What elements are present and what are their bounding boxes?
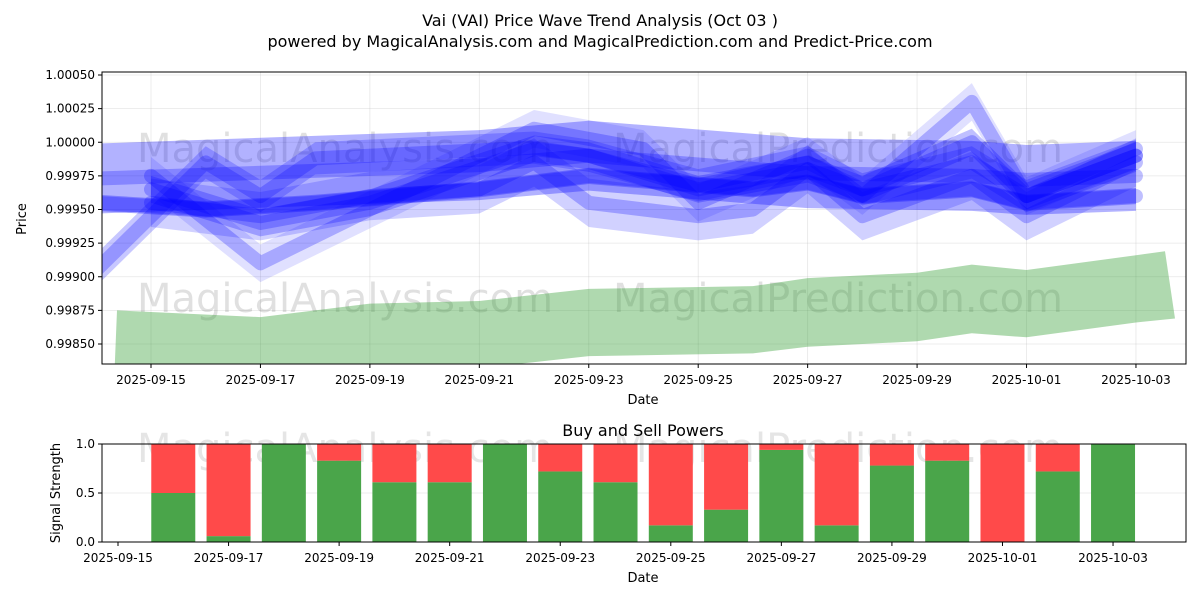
wave-band [151, 128, 1136, 237]
buy-bar [1091, 444, 1136, 542]
wave-band [102, 131, 1136, 281]
price-y-tick-label: 1.00000 [45, 135, 95, 149]
power-x-tick-label: 2025-09-21 [415, 551, 485, 565]
price-y-tick-label: 0.99925 [45, 236, 95, 250]
power-x-tick-label: 2025-09-29 [857, 551, 927, 565]
buy-bar [704, 509, 749, 542]
price-y-tick-label: 1.00050 [45, 68, 95, 82]
wave-band [151, 138, 1136, 241]
sell-bar [151, 444, 196, 493]
chart-title: Vai (VAI) Price Wave Trend Analysis (Oct… [422, 11, 778, 30]
sell-bar [206, 444, 251, 537]
power-x-tick-label: 2025-09-27 [746, 551, 816, 565]
price-plot: MagicalAnalysis.com MagicalPrediction.com… [45, 68, 1187, 387]
buy-bar [317, 460, 362, 542]
price-x-tick-label: 2025-10-03 [1101, 373, 1171, 387]
buy-bar [759, 449, 804, 542]
buy-bar [925, 460, 970, 542]
buy-bar [151, 493, 196, 542]
sell-bar [980, 444, 1025, 542]
watermark-text: MagicalAnalysis.com [137, 276, 553, 322]
sell-bar [648, 444, 693, 526]
sell-bar [869, 444, 914, 466]
price-x-tick-label: 2025-09-27 [773, 373, 843, 387]
price-y-tick-label: 0.99975 [45, 169, 95, 183]
sell-bar [372, 444, 417, 483]
price-x-tick-label: 2025-09-17 [226, 373, 296, 387]
sell-bar [593, 444, 638, 483]
buy-bar [372, 482, 417, 542]
buy-bar [206, 536, 251, 542]
power-y-tick-label: 0.0 [76, 535, 95, 549]
watermark-text: MagicalPrediction.com [613, 126, 1063, 172]
price-plot-content: MagicalAnalysis.com MagicalPrediction.com… [102, 83, 1175, 364]
sell-bar [538, 444, 583, 472]
buy-bar [427, 482, 472, 542]
sell-bar [704, 444, 749, 510]
price-y-tick-label: 1.00025 [45, 102, 95, 116]
power-x-tick-label: 2025-09-19 [304, 551, 374, 565]
power-y-tick-label: 1.0 [76, 437, 95, 451]
price-x-tick-label: 2025-09-23 [554, 373, 624, 387]
price-y-tick-label: 0.99900 [45, 270, 95, 284]
wave-band [151, 83, 1136, 283]
sell-bar [814, 444, 859, 526]
watermark-text: MagicalPrediction.com [613, 276, 1063, 322]
power-x-tick-label: 2025-09-17 [194, 551, 264, 565]
buy-bar [648, 525, 693, 542]
wave-line [102, 168, 1143, 217]
buy-bar [814, 525, 859, 542]
trend-band [114, 251, 1175, 364]
chart-subtitle: powered by MagicalAnalysis.com and Magic… [267, 32, 932, 51]
wave-line [102, 148, 1143, 187]
buy-bar [261, 444, 306, 542]
watermark-text: MagicalAnalysis.com [137, 126, 553, 172]
sell-bar [1035, 444, 1080, 472]
price-x-tick-label: 2025-09-15 [116, 373, 186, 387]
power-x-tick-label: 2025-09-23 [525, 551, 595, 565]
sell-bar [925, 444, 970, 461]
price-x-tick-label: 2025-09-21 [444, 373, 514, 387]
power-x-tick-label: 2025-09-25 [636, 551, 706, 565]
price-x-tick-label: 2025-09-25 [663, 373, 733, 387]
sell-bar [427, 444, 472, 483]
buy-bar [593, 482, 638, 542]
power-x-tick-label: 2025-10-03 [1078, 551, 1148, 565]
wave-band [102, 120, 1136, 215]
price-x-tick-label: 2025-09-29 [882, 373, 952, 387]
wave-line [144, 155, 1143, 224]
power-x-tick-label: 2025-09-15 [83, 551, 153, 565]
power-chart-title: Buy and Sell Powers [562, 421, 724, 440]
power-x-axis-label: Date [627, 571, 658, 586]
price-y-tick-label: 0.99850 [45, 337, 95, 351]
wave-band [102, 167, 1136, 218]
power-y-tick-label: 0.5 [76, 486, 95, 500]
wave-line [102, 140, 1143, 275]
price-y-axis-label: Price [15, 203, 30, 235]
power-plot: MagicalAnalysis.comMagicalPrediction.com… [76, 426, 1187, 565]
price-x-axis-label: Date [627, 393, 658, 408]
buy-bar [482, 444, 527, 542]
price-plot-frame [101, 71, 1187, 365]
power-y-axis-label: Signal Strength [49, 443, 64, 543]
price-y-tick-label: 0.99875 [45, 303, 95, 317]
buy-bar [1035, 471, 1080, 542]
wave-line [144, 135, 1143, 230]
sell-bar [317, 444, 362, 461]
wave-line [144, 94, 1143, 271]
sell-bar [759, 444, 804, 450]
buy-bar [538, 471, 583, 542]
buy-bar [869, 465, 914, 542]
price-x-tick-label: 2025-10-01 [992, 373, 1062, 387]
price-y-tick-label: 0.99950 [45, 203, 95, 217]
power-x-tick-label: 2025-10-01 [968, 551, 1038, 565]
price-x-tick-label: 2025-09-19 [335, 373, 405, 387]
